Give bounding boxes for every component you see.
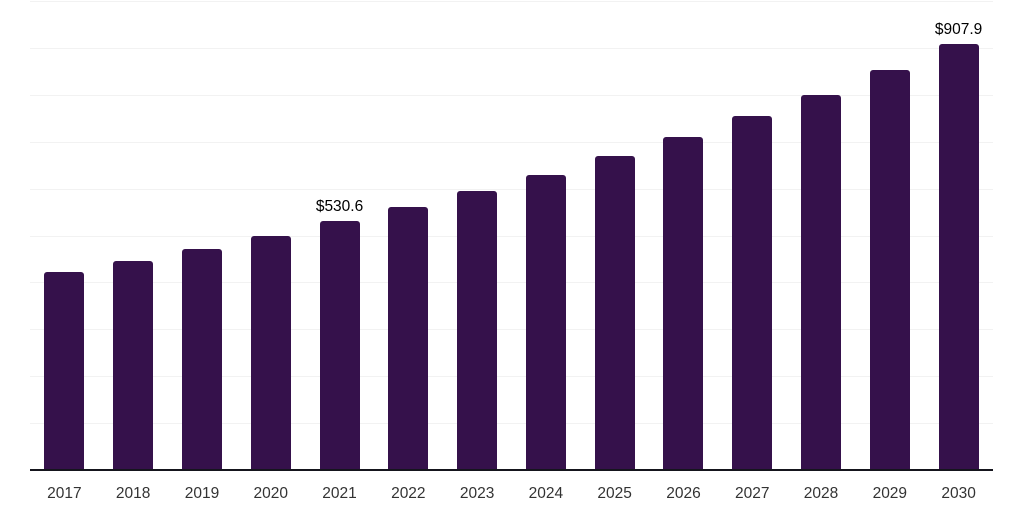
x-tick-2023: 2023 (459, 485, 495, 502)
x-tick-2021: 2021 (322, 485, 357, 502)
x-tick-2027: 2027 (735, 485, 770, 502)
bar-2027[interactable] (732, 116, 773, 470)
bar-2021[interactable] (319, 221, 360, 470)
x-tick-2029: 2029 (872, 485, 908, 502)
gridline-1000 (30, 1, 993, 2)
data-label-2021: $530.6 (315, 198, 364, 216)
gridline-700 (30, 141, 993, 143)
bar-2030[interactable] (938, 44, 979, 470)
bar-2018[interactable] (113, 261, 154, 470)
gridline-200 (30, 376, 993, 378)
x-tick-2025: 2025 (597, 485, 632, 502)
bar-2025[interactable] (594, 155, 635, 470)
bar-2019[interactable] (181, 249, 222, 470)
bar-2023[interactable] (457, 191, 498, 470)
x-tick-2022: 2022 (391, 485, 426, 502)
gridline-100 (30, 423, 993, 425)
bar-2028[interactable] (801, 94, 842, 470)
gridline-300 (30, 329, 993, 331)
bar-2020[interactable] (250, 235, 291, 470)
data-label-2030: $907.9 (934, 21, 983, 39)
x-tick-2017: 2017 (47, 485, 82, 502)
bar-2017[interactable] (44, 272, 85, 470)
bar-2022[interactable] (388, 206, 429, 470)
gridline-400 (30, 282, 993, 284)
x-tick-2018: 2018 (115, 485, 151, 502)
bar-2029[interactable] (869, 69, 910, 470)
x-tick-2024: 2024 (528, 485, 564, 502)
gridline-900 (30, 47, 993, 49)
gridline-800 (30, 94, 993, 96)
x-tick-2019: 2019 (184, 485, 220, 502)
x-tick-2020: 2020 (253, 485, 288, 502)
gridline-600 (30, 188, 993, 190)
x-axis-line (30, 469, 993, 471)
x-tick-2030: 2030 (941, 485, 976, 502)
gridline-500 (30, 235, 993, 237)
bar-2026[interactable] (663, 137, 704, 470)
x-tick-2026: 2026 (666, 485, 701, 502)
bar-2024[interactable] (525, 174, 566, 470)
x-tick-2028: 2028 (803, 485, 839, 502)
